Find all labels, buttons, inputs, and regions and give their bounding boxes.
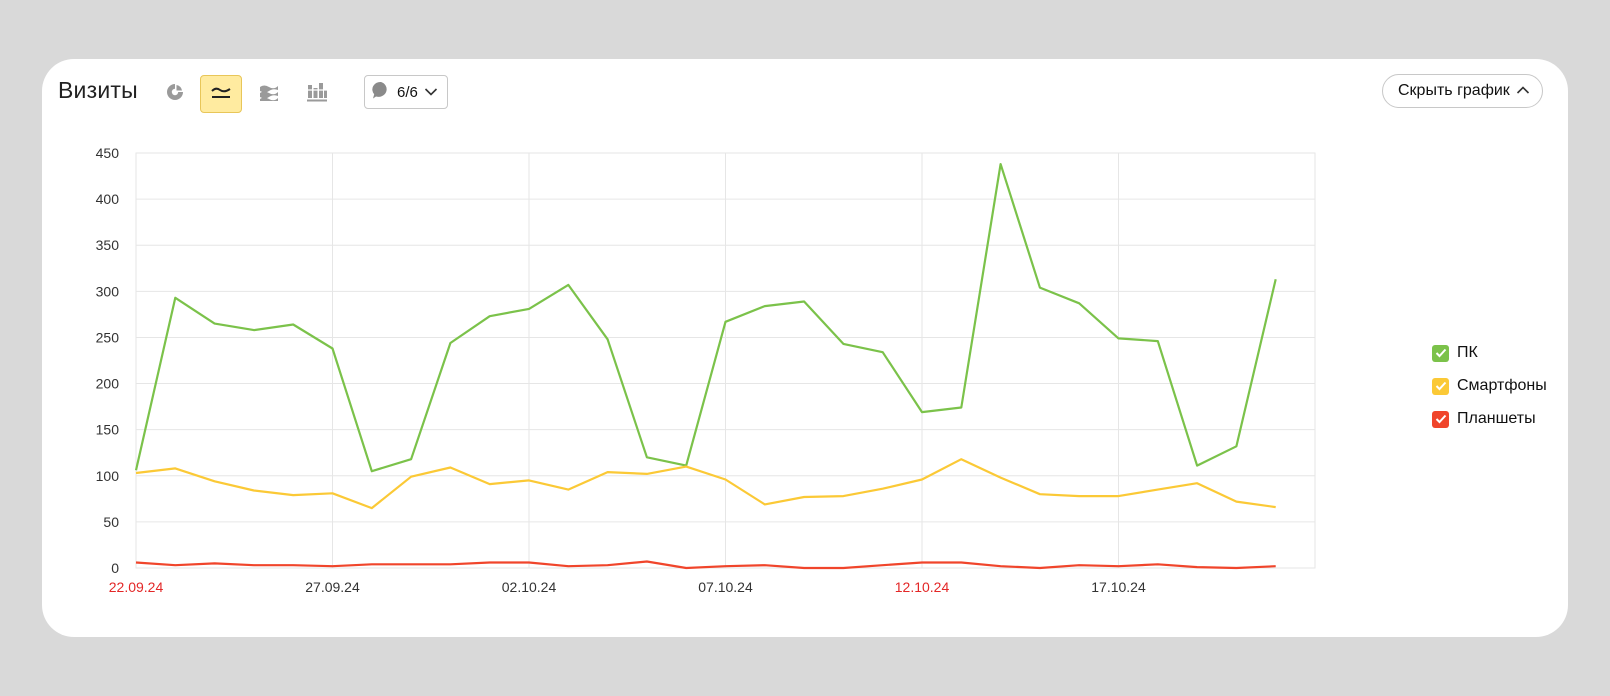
chevron-up-icon xyxy=(1516,82,1530,100)
y-tick-label: 150 xyxy=(96,422,120,438)
notes-dropdown[interactable]: 6/6 xyxy=(364,75,448,109)
y-tick-label: 400 xyxy=(96,191,120,207)
legend-label-smartphones: Смартфоны xyxy=(1457,377,1547,394)
x-tick-label: 12.10.24 xyxy=(895,579,950,595)
line-chart-button[interactable] xyxy=(200,75,242,113)
y-tick-label: 100 xyxy=(96,468,120,484)
legend-item-tablets[interactable]: Планшеты xyxy=(1432,408,1547,430)
visits-widget: Визиты xyxy=(42,59,1568,637)
series-line-1 xyxy=(135,458,1276,510)
y-tick-label: 300 xyxy=(96,283,120,299)
series-line-0 xyxy=(134,162,1277,473)
hide-chart-button[interactable]: Скрыть график xyxy=(1382,74,1543,108)
widget-title: Визиты xyxy=(58,77,138,103)
y-tick-label: 350 xyxy=(96,237,120,253)
stacked-area-icon xyxy=(258,82,280,107)
check-icon xyxy=(1435,348,1446,358)
legend-item-pc[interactable]: ПК xyxy=(1432,342,1547,364)
legend-checkbox-smartphones[interactable] xyxy=(1432,377,1449,395)
comment-icon xyxy=(371,80,391,104)
x-tick-label: 22.09.24 xyxy=(109,579,164,595)
stacked-area-button[interactable] xyxy=(248,75,290,113)
y-tick-label: 50 xyxy=(103,514,119,530)
hide-chart-label: Скрыть график xyxy=(1398,82,1510,99)
x-tick-label: 27.09.24 xyxy=(305,579,360,595)
chevron-down-icon xyxy=(424,84,438,101)
x-tick-label: 07.10.24 xyxy=(698,579,753,595)
check-icon xyxy=(1435,381,1446,391)
pie-chart-icon xyxy=(165,82,185,107)
y-tick-label: 200 xyxy=(96,376,120,392)
chart-legend: ПК Смартфоны Планшеты xyxy=(1432,342,1547,430)
pie-chart-button[interactable] xyxy=(154,75,196,113)
legend-label-pc: ПК xyxy=(1457,344,1478,361)
line-chart-icon xyxy=(210,82,232,107)
legend-item-smartphones[interactable]: Смартфоны xyxy=(1432,375,1547,397)
series-line-2 xyxy=(135,560,1276,570)
y-tick-label: 250 xyxy=(96,329,120,345)
visits-line-chart: 0 50 100 150 200 250 300 350 400 450 22.09.24 27.09… xyxy=(96,145,1316,595)
y-tick-label: 0 xyxy=(111,560,119,576)
stacked-bar-button[interactable] xyxy=(296,75,338,113)
x-tick-label: 17.10.24 xyxy=(1091,579,1146,595)
legend-checkbox-tablets[interactable] xyxy=(1432,410,1449,428)
y-tick-label: 450 xyxy=(96,145,120,161)
notes-count: 6/6 xyxy=(397,83,418,101)
legend-label-tablets: Планшеты xyxy=(1457,410,1536,427)
x-tick-label: 02.10.24 xyxy=(502,579,557,595)
check-icon xyxy=(1435,414,1446,424)
legend-checkbox-pc[interactable] xyxy=(1432,344,1449,362)
stacked-bar-icon xyxy=(306,82,328,107)
